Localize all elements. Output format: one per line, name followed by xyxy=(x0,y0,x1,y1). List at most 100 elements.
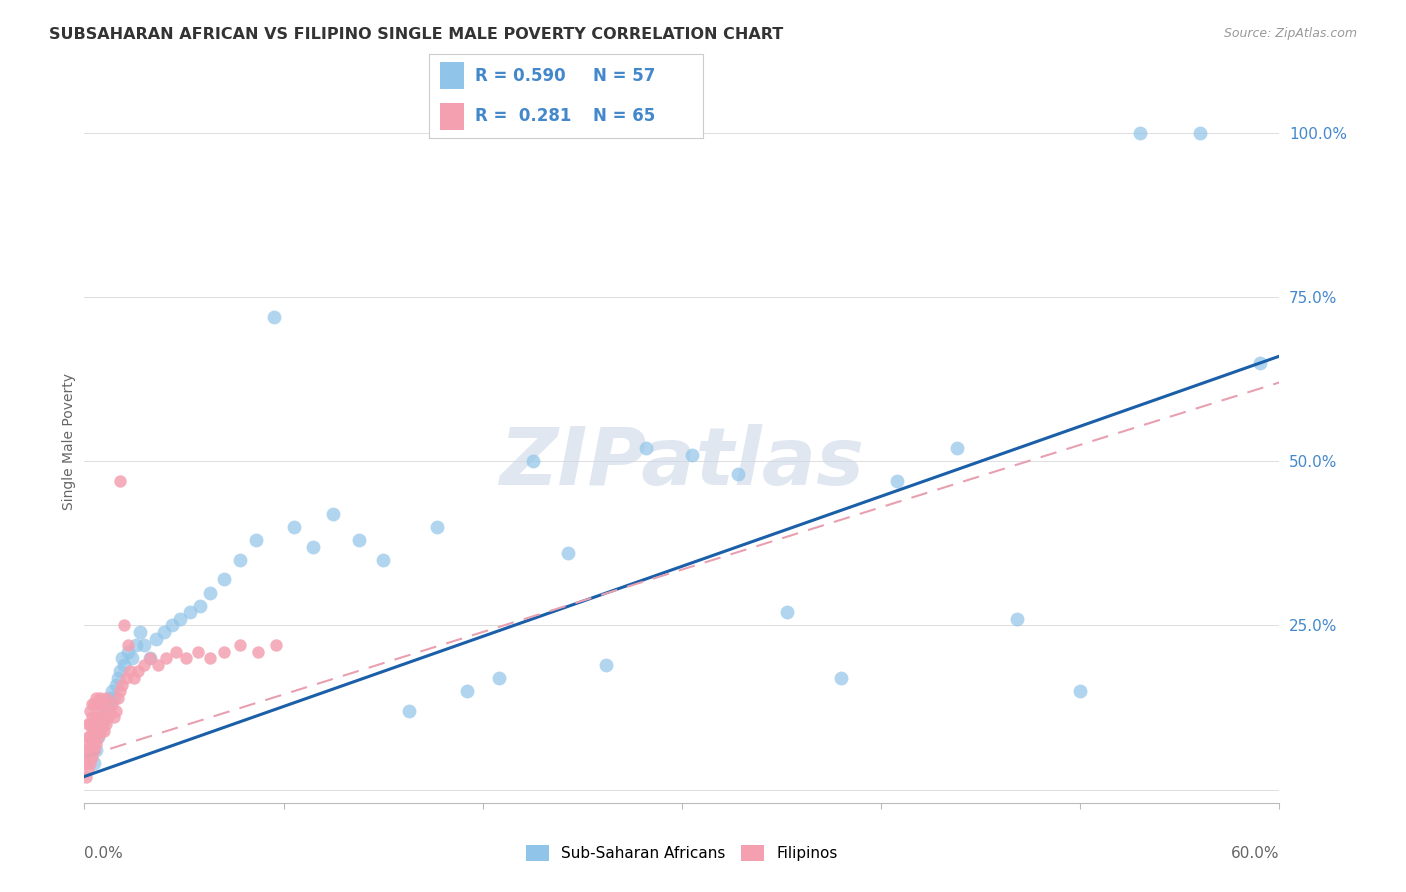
Point xyxy=(82,737,104,751)
Point xyxy=(86,690,108,705)
Point xyxy=(82,723,104,738)
Point xyxy=(727,467,749,482)
Point xyxy=(229,553,252,567)
Point xyxy=(101,684,124,698)
Point xyxy=(245,533,267,547)
Point xyxy=(557,546,579,560)
Point xyxy=(146,657,169,672)
Point xyxy=(82,710,104,724)
Point xyxy=(93,710,115,724)
Point xyxy=(82,749,104,764)
Point xyxy=(83,756,105,771)
Point xyxy=(160,618,183,632)
Point xyxy=(77,730,100,744)
Point xyxy=(98,704,121,718)
Point xyxy=(75,756,97,771)
Point xyxy=(110,474,132,488)
Point xyxy=(636,441,658,455)
Point xyxy=(283,520,305,534)
Point xyxy=(830,671,852,685)
Point xyxy=(595,657,617,672)
Point xyxy=(187,645,209,659)
Text: R =  0.281: R = 0.281 xyxy=(475,107,572,125)
Point xyxy=(96,717,118,731)
Bar xyxy=(440,62,464,89)
Point xyxy=(122,671,145,685)
Point xyxy=(87,730,110,744)
Point xyxy=(198,651,221,665)
Point xyxy=(111,677,134,691)
Point xyxy=(112,657,135,672)
Point xyxy=(117,638,139,652)
Point xyxy=(426,520,449,534)
Point xyxy=(139,651,162,665)
Point xyxy=(97,698,120,712)
Point xyxy=(886,474,908,488)
Point xyxy=(75,770,97,784)
Point xyxy=(264,638,287,652)
Point xyxy=(169,612,191,626)
Point xyxy=(83,717,105,731)
Point xyxy=(198,585,221,599)
Point xyxy=(174,651,197,665)
Point xyxy=(776,605,799,619)
Point xyxy=(946,441,969,455)
Point xyxy=(91,717,114,731)
Point xyxy=(110,684,132,698)
Point xyxy=(86,737,108,751)
Point xyxy=(132,638,156,652)
Point xyxy=(79,717,101,731)
Point xyxy=(83,698,105,712)
Point xyxy=(79,730,101,744)
Point xyxy=(79,743,101,757)
Point xyxy=(77,749,100,764)
Point xyxy=(87,698,110,712)
Text: R = 0.590: R = 0.590 xyxy=(475,67,567,85)
Text: N = 65: N = 65 xyxy=(593,107,655,125)
Point xyxy=(97,710,120,724)
Point xyxy=(165,645,187,659)
Point xyxy=(681,448,703,462)
Point xyxy=(98,690,121,705)
Point xyxy=(79,704,101,718)
Point xyxy=(89,723,111,738)
Point xyxy=(188,599,211,613)
Point xyxy=(322,507,344,521)
Point xyxy=(522,454,544,468)
Point xyxy=(91,717,114,731)
Point xyxy=(93,698,115,712)
Point xyxy=(86,743,108,757)
Point xyxy=(103,690,125,705)
Point xyxy=(117,645,139,659)
Point xyxy=(75,743,97,757)
Point xyxy=(120,665,142,679)
Point xyxy=(373,553,395,567)
Point xyxy=(155,651,177,665)
Point xyxy=(115,671,138,685)
Point xyxy=(139,651,162,665)
Point xyxy=(96,690,118,705)
Point xyxy=(456,684,478,698)
Point xyxy=(179,605,201,619)
Point xyxy=(263,310,285,324)
Point xyxy=(82,698,104,712)
Point xyxy=(127,665,149,679)
Point xyxy=(229,638,252,652)
Bar xyxy=(440,103,464,130)
Point xyxy=(77,737,100,751)
Legend: Sub-Saharan Africans, Filipinos: Sub-Saharan Africans, Filipinos xyxy=(520,839,844,867)
Point xyxy=(77,763,100,777)
Point xyxy=(89,723,111,738)
Point xyxy=(1249,356,1271,370)
Text: 0.0%: 0.0% xyxy=(84,847,124,861)
Point xyxy=(93,723,115,738)
Point xyxy=(1005,612,1028,626)
Point xyxy=(212,573,235,587)
Point xyxy=(91,704,114,718)
Text: Source: ZipAtlas.com: Source: ZipAtlas.com xyxy=(1223,27,1357,40)
Point xyxy=(83,743,105,757)
Point xyxy=(398,704,420,718)
Point xyxy=(145,632,167,646)
Point xyxy=(121,651,143,665)
Point xyxy=(105,704,128,718)
